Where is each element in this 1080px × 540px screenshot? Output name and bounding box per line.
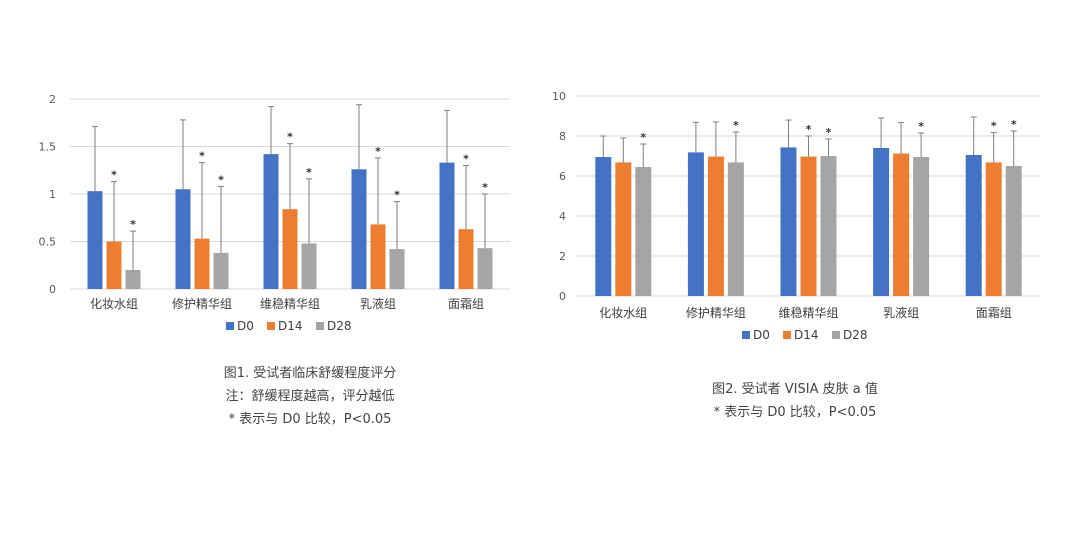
significance-star: * <box>218 173 224 186</box>
bar-d0 <box>87 191 103 289</box>
caption-chart-2: 图2. 受试者 VISIA 皮肤 a 值 * 表示与 D0 比较，P<0.05 <box>665 378 925 424</box>
legend-label-d0: D0 <box>753 328 770 342</box>
x-category-label: 化妆水组 <box>90 297 138 311</box>
x-category-label: 面霜组 <box>448 297 484 311</box>
significance-star: * <box>199 150 205 163</box>
x-category-label: 乳液组 <box>883 305 919 320</box>
significance-star: * <box>826 126 832 139</box>
x-category-label: 化妆水组 <box>599 306 647 320</box>
y-tick-label: 10 <box>552 90 566 103</box>
caption-2-line-1: 图2. 受试者 VISIA 皮肤 a 值 <box>712 382 878 397</box>
significance-star: * <box>1011 118 1017 131</box>
caption-1-line-1: 图1. 受试者临床舒缓程度评分 <box>223 366 397 381</box>
legend-swatch-d14 <box>267 322 275 330</box>
significance-star: * <box>482 181 488 194</box>
bar-d0 <box>595 157 612 296</box>
legend-swatch-d14 <box>783 331 791 339</box>
y-tick-label: 4 <box>559 210 566 223</box>
y-tick-label: 1.5 <box>39 141 57 154</box>
bar-d28 <box>301 243 317 289</box>
bar-d14 <box>893 153 910 296</box>
legend-label-d14: D14 <box>278 319 303 333</box>
y-tick-label: 2 <box>559 250 566 263</box>
bar-d14 <box>985 162 1002 296</box>
legend-label-d28: D28 <box>327 319 352 333</box>
legend-label-d14: D14 <box>794 328 819 342</box>
caption-1-line-3: * 表示与 D0 比较，P<0.05 <box>228 412 392 427</box>
bar-d28 <box>125 270 141 289</box>
bar-d0 <box>965 155 982 296</box>
y-tick-label: 6 <box>559 170 566 183</box>
bar-d14 <box>707 156 724 296</box>
bar-d0 <box>439 162 455 289</box>
bar-d0 <box>175 189 191 289</box>
caption-1-line-2: 注：舒缓程度越高，评分越低 <box>225 389 395 404</box>
legend-swatch-d28 <box>316 322 324 330</box>
caption-chart-1: 图1. 受试者临床舒缓程度评分 注：舒缓程度越高，评分越低 * 表示与 D0 比… <box>180 362 440 431</box>
significance-star: * <box>463 153 469 166</box>
x-category-label: 修护精华组 <box>686 305 746 320</box>
x-category-label: 维稳精华组 <box>778 305 838 320</box>
x-category-label: 面霜组 <box>976 306 1012 320</box>
legend-swatch-d0 <box>742 331 750 339</box>
significance-star: * <box>640 131 646 144</box>
bar-d28 <box>213 252 229 289</box>
bar-d0 <box>263 154 279 289</box>
bar-d28 <box>1005 166 1022 296</box>
legend-label-d0: D0 <box>237 319 254 333</box>
x-category-label: 维稳精华组 <box>260 296 320 311</box>
bar-d28 <box>635 167 652 296</box>
bar-d0 <box>780 147 797 296</box>
bar-d0 <box>687 152 704 296</box>
bar-d0 <box>873 148 890 296</box>
y-tick-label: 0.5 <box>39 236 57 249</box>
caption-2-line-2: * 表示与 D0 比较，P<0.05 <box>713 405 877 420</box>
bar-d28 <box>727 162 744 296</box>
legend-label-d28: D28 <box>843 328 868 342</box>
significance-star: * <box>375 145 381 158</box>
significance-star: * <box>394 189 400 202</box>
bar-d0 <box>351 169 367 289</box>
legend-swatch-d28 <box>832 331 840 339</box>
significance-star: * <box>130 218 136 231</box>
significance-star: * <box>991 119 997 132</box>
y-tick-label: 0 <box>559 290 566 303</box>
bar-d14 <box>370 224 386 289</box>
bar-d14 <box>282 209 298 289</box>
significance-star: * <box>287 131 293 144</box>
bar-d14 <box>800 156 817 296</box>
legend-swatch-d0 <box>226 322 234 330</box>
y-tick-label: 2 <box>49 93 56 106</box>
significance-star: * <box>306 166 312 179</box>
y-tick-label: 1 <box>49 188 56 201</box>
significance-star: * <box>111 169 117 182</box>
bar-d28 <box>820 156 837 296</box>
bar-d28 <box>913 157 930 296</box>
significance-star: * <box>806 123 812 136</box>
bar-d14 <box>615 162 632 296</box>
y-tick-label: 8 <box>559 130 566 143</box>
bar-d28 <box>389 249 405 289</box>
y-tick-label: 0 <box>49 283 56 296</box>
x-category-label: 乳液组 <box>360 296 396 311</box>
x-category-label: 修护精华组 <box>172 296 232 311</box>
bar-d14 <box>458 229 474 289</box>
significance-star: * <box>733 119 739 132</box>
significance-star: * <box>918 120 924 133</box>
bar-d28 <box>477 248 493 289</box>
bar-d14 <box>106 241 122 289</box>
bar-d14 <box>194 238 210 289</box>
